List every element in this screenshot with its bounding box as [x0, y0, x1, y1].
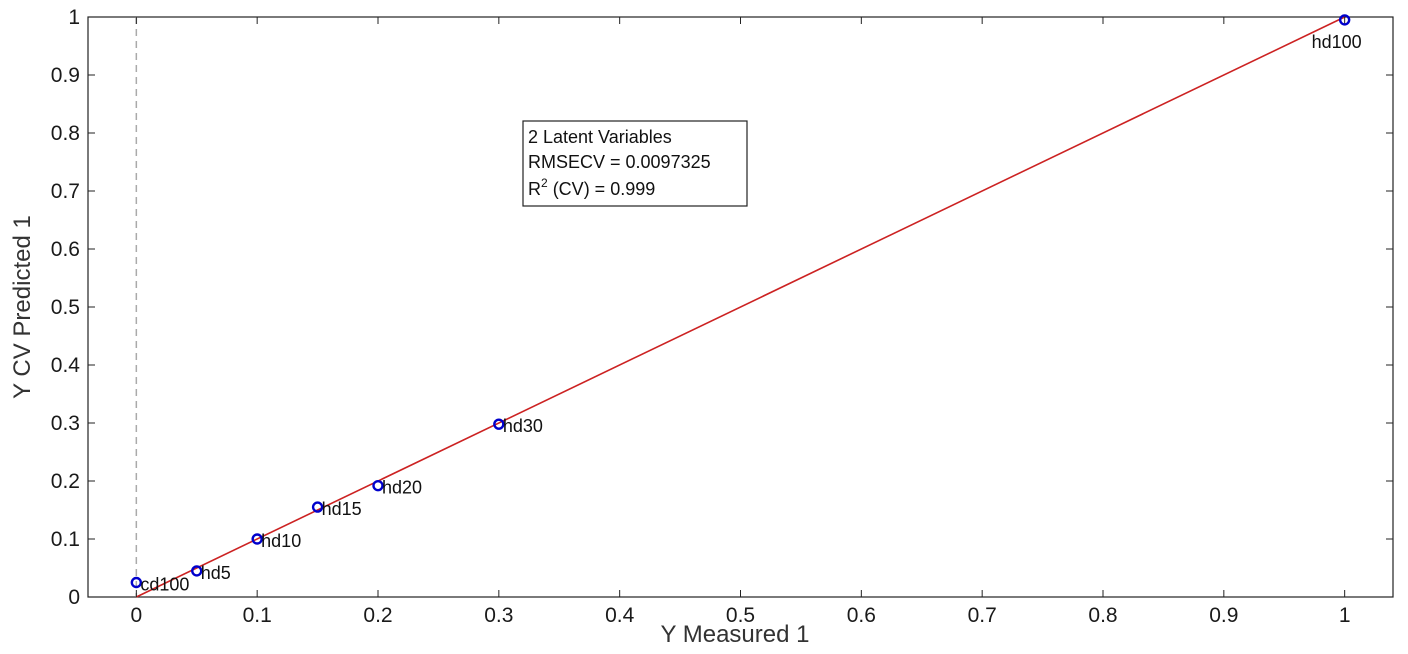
x-tick-label: 0.2 [363, 604, 392, 627]
data-point [311, 501, 324, 513]
x-tick-label: 0.7 [968, 604, 997, 627]
x-tick-label: 0.5 [726, 604, 755, 627]
annotation-r2: R2 (CV) = 0.999 [528, 176, 655, 199]
x-tick-label: 0.6 [847, 604, 876, 627]
y-tick-label: 0.1 [51, 528, 80, 551]
y-tick-label: 0.8 [51, 122, 80, 145]
annotation-box: 2 Latent Variables RMSECV = 0.0097325 R2… [522, 120, 748, 207]
annotation-r2-superscript: 2 [541, 176, 548, 190]
annotation-latent-variables: 2 Latent Variables [528, 127, 672, 147]
data-point [1338, 14, 1351, 26]
data-point [372, 479, 384, 492]
axis-ticks: 0 0.1 0.2 0.3 0.4 0.5 0.6 0.7 0.8 0.9 1 0 0.1 0.2 0.3 0… [51, 6, 1393, 627]
y-tick-label: 1 [68, 6, 80, 29]
x-tick-label: 1 [1339, 604, 1351, 627]
y-tick-label: 0.3 [51, 412, 80, 435]
data-point-label: hd5 [201, 563, 231, 583]
y-tick-label: 0.7 [51, 180, 80, 203]
fit-line-layer [135, 16, 1346, 598]
annotation-rmsecv: RMSECV = 0.0097325 [528, 152, 711, 172]
y-axis-title: Y CV Predicted 1 [9, 215, 36, 399]
data-point-label: cd100 [140, 575, 189, 595]
data-point-label: hd15 [322, 499, 362, 519]
x-tick-label: 0.4 [605, 604, 635, 627]
y-tick-label: 0.6 [51, 238, 80, 261]
annotation-frame [522, 120, 748, 207]
data-point-label: hd10 [261, 531, 301, 551]
y-tick-label: 0.5 [51, 296, 80, 319]
y-tick-label: 0 [68, 586, 80, 609]
fit-line [135, 16, 1346, 598]
data-point-label: hd30 [503, 416, 543, 436]
x-tick-label: 0 [130, 604, 142, 627]
data-point [130, 576, 143, 589]
x-tick-label: 0.9 [1209, 604, 1238, 627]
x-tick-label: 0.8 [1088, 604, 1117, 627]
data-point [191, 565, 203, 577]
data-point [251, 533, 263, 545]
data-point-label: hd20 [382, 478, 422, 498]
x-axis-title: Y Measured 1 [661, 621, 810, 648]
annotation-r2-prefix: R [528, 179, 541, 199]
x-tick-label: 0.3 [484, 604, 513, 627]
data-point [493, 418, 505, 430]
x-tick-label: 0.1 [243, 604, 272, 627]
data-point-label: hd100 [1312, 32, 1362, 52]
y-tick-label: 0.9 [51, 64, 80, 87]
y-tick-label: 0.4 [51, 354, 81, 377]
y-tick-label: 0.2 [51, 470, 80, 493]
data-points: cd100 hd5 hd10 hd15 hd20 hd30 hd100 [130, 14, 1362, 595]
annotation-r2-suffix: (CV) = 0.999 [548, 179, 656, 199]
